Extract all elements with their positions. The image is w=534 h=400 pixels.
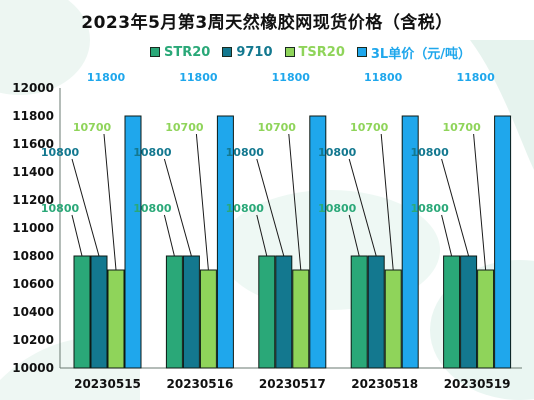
bar-str20-20230519: [443, 255, 461, 369]
data-label: 10800: [318, 202, 357, 215]
x-tick-label: 20230518: [351, 377, 418, 391]
bar-str20-20230517: [258, 255, 276, 369]
x-tick-label: 20230516: [167, 377, 234, 391]
bar-str20-20230516: [165, 255, 183, 369]
x-tick-label: 20230515: [74, 377, 141, 391]
bar-9710-20230517: [275, 255, 293, 369]
data-label: 10800: [133, 202, 172, 215]
data-label-leader: [256, 214, 268, 257]
chart-title: 2023年5月第3周天然橡胶网现货价格（含税）: [81, 13, 453, 33]
legend-item-tsr20: TSR20: [284, 44, 345, 60]
data-label: 10800: [41, 146, 80, 159]
bar-9710-20230519: [460, 255, 478, 369]
legend-item-3l: 3L单价（元/吨）: [356, 43, 471, 62]
bar-tsr20-20230518: [384, 269, 402, 369]
y-tick-label: 11800: [12, 109, 54, 123]
bar-str20-20230518: [350, 255, 368, 369]
data-label: 11800: [364, 71, 403, 84]
data-label: 11800: [179, 71, 218, 84]
data-label: 10800: [226, 202, 265, 215]
data-label: 10800: [133, 146, 172, 159]
data-label: 10700: [350, 121, 389, 134]
y-tick-label: 10200: [12, 333, 54, 347]
data-label-leader: [163, 158, 192, 257]
chart-legend: STR20 9710 TSR20 3L单价（元/吨）: [150, 43, 471, 62]
data-label: 11800: [272, 71, 311, 84]
bar-str20-20230515: [73, 255, 91, 369]
y-tick-label: 10800: [12, 249, 54, 263]
data-label-leader: [348, 214, 360, 257]
data-label: 10800: [226, 146, 265, 159]
data-label-leader: [71, 214, 83, 257]
data-label: 10700: [258, 121, 297, 134]
bar-tsr20-20230517: [292, 269, 310, 369]
legend-swatch-tsr20: [284, 47, 295, 57]
legend-swatch-str20: [150, 47, 160, 57]
data-label-leader: [380, 133, 394, 271]
y-tick-label: 11600: [12, 137, 54, 151]
bar-9710-20230516: [182, 255, 200, 369]
legend-swatch-3l: [356, 47, 367, 57]
legend-label-3l: 3L单价（元/吨）: [370, 46, 471, 62]
data-label: 11800: [87, 71, 126, 84]
data-label: 10700: [165, 121, 204, 134]
bar-tsr20-20230515: [107, 269, 125, 369]
legend-label-9710: 9710: [236, 44, 273, 60]
data-label: 10700: [73, 121, 112, 134]
bar-3l-20230516: [216, 115, 234, 369]
bar-3l-20230517: [309, 115, 327, 369]
data-label-leader: [163, 214, 175, 257]
data-label: 10800: [41, 202, 80, 215]
data-label-leader: [103, 133, 117, 271]
bar-tsr20-20230516: [199, 269, 217, 369]
data-label-leader: [473, 133, 487, 271]
legend-label-str20: STR20: [164, 44, 211, 60]
data-label: 11800: [456, 71, 495, 84]
bar-3l-20230518: [401, 115, 419, 369]
data-label-leader: [71, 158, 100, 257]
legend-item-9710: 9710: [222, 44, 273, 60]
data-label: 10800: [410, 146, 449, 159]
y-tick-label: 10400: [12, 305, 54, 319]
legend-label-tsr20: TSR20: [298, 44, 345, 60]
data-label-leader: [195, 133, 209, 271]
y-tick-label: 11000: [12, 221, 54, 235]
x-tick-label: 20230519: [444, 377, 511, 391]
bar-9710-20230515: [90, 255, 108, 369]
data-label: 10800: [410, 202, 449, 215]
y-tick-label: 11200: [12, 193, 54, 207]
data-label-leader: [441, 214, 453, 257]
legend-swatch-9710: [222, 47, 233, 57]
data-label-leader: [441, 158, 470, 257]
y-tick-label: 10600: [12, 277, 54, 291]
y-tick-label: 10000: [12, 361, 54, 375]
data-label: 10700: [442, 121, 481, 134]
y-tick-label: 12000: [12, 81, 54, 95]
data-label-leader: [288, 133, 302, 271]
bar-9710-20230518: [367, 255, 385, 369]
y-tick-label: 11400: [12, 165, 54, 179]
legend-item-str20: STR20: [150, 45, 210, 60]
data-label-leader: [348, 158, 377, 257]
bar-3l-20230519: [494, 115, 512, 369]
bar-tsr20-20230519: [477, 269, 495, 369]
data-label-leader: [256, 158, 285, 257]
x-tick-label: 20230517: [259, 377, 326, 391]
bar-3l-20230515: [124, 115, 142, 369]
data-label: 10800: [318, 146, 357, 159]
